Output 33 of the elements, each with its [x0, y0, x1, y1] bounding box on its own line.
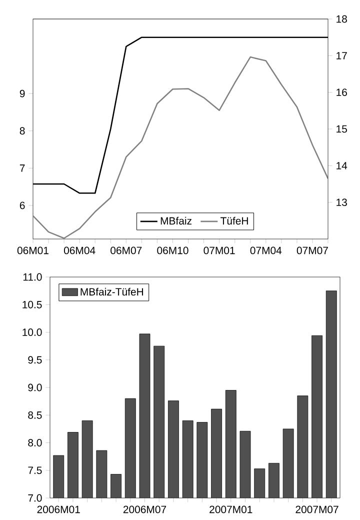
y2-tick-label: 13 [336, 198, 347, 206]
y-tick-label: 8 [20, 127, 25, 135]
legend-label: MBfaiz [160, 216, 192, 225]
y-tick-label: 8.0 [28, 439, 42, 446]
y-tick-label: 7.0 [28, 494, 42, 502]
y-tick-label: 10.0 [22, 328, 42, 336]
x-tick-label: 06M04 [64, 246, 96, 254]
x-tick-label: 2007M07 [296, 506, 338, 514]
y2-tick-label: 18 [336, 15, 347, 23]
y-tick-label: 7.5 [28, 466, 42, 474]
y-tick-label: 11.0 [23, 273, 42, 281]
legend-label: MBfaiz-TüfeH [80, 288, 144, 296]
x-tick-label: 2006M07 [123, 506, 166, 514]
y-tick-label: 7 [20, 164, 25, 172]
legend-label: TüfeH [220, 216, 248, 225]
x-tick-label: 07M01 [204, 246, 235, 254]
x-tick-label: 07M07 [296, 246, 328, 254]
y-tick-label: 9.5 [28, 356, 42, 364]
y-tick-label: 6 [20, 202, 25, 210]
x-tick-label: 2007M01 [210, 506, 252, 514]
x-tick-label: 2006M01 [37, 506, 80, 514]
y-tick-label: 9 [20, 90, 25, 98]
y2-tick-label: 17 [336, 52, 347, 60]
x-tick-label: 06M01 [17, 246, 48, 254]
y2-tick-label: 16 [336, 88, 347, 96]
y-tick-label: 8.5 [28, 411, 42, 419]
y-tick-label: 10.5 [22, 300, 42, 308]
y2-tick-label: 14 [336, 162, 348, 170]
x-tick-label: 06M10 [157, 246, 188, 254]
y2-tick-label: 15 [336, 125, 347, 133]
x-tick-label: 06M07 [110, 246, 142, 254]
x-tick-label: 07M04 [250, 246, 282, 254]
y-tick-label: 9.0 [28, 384, 42, 392]
